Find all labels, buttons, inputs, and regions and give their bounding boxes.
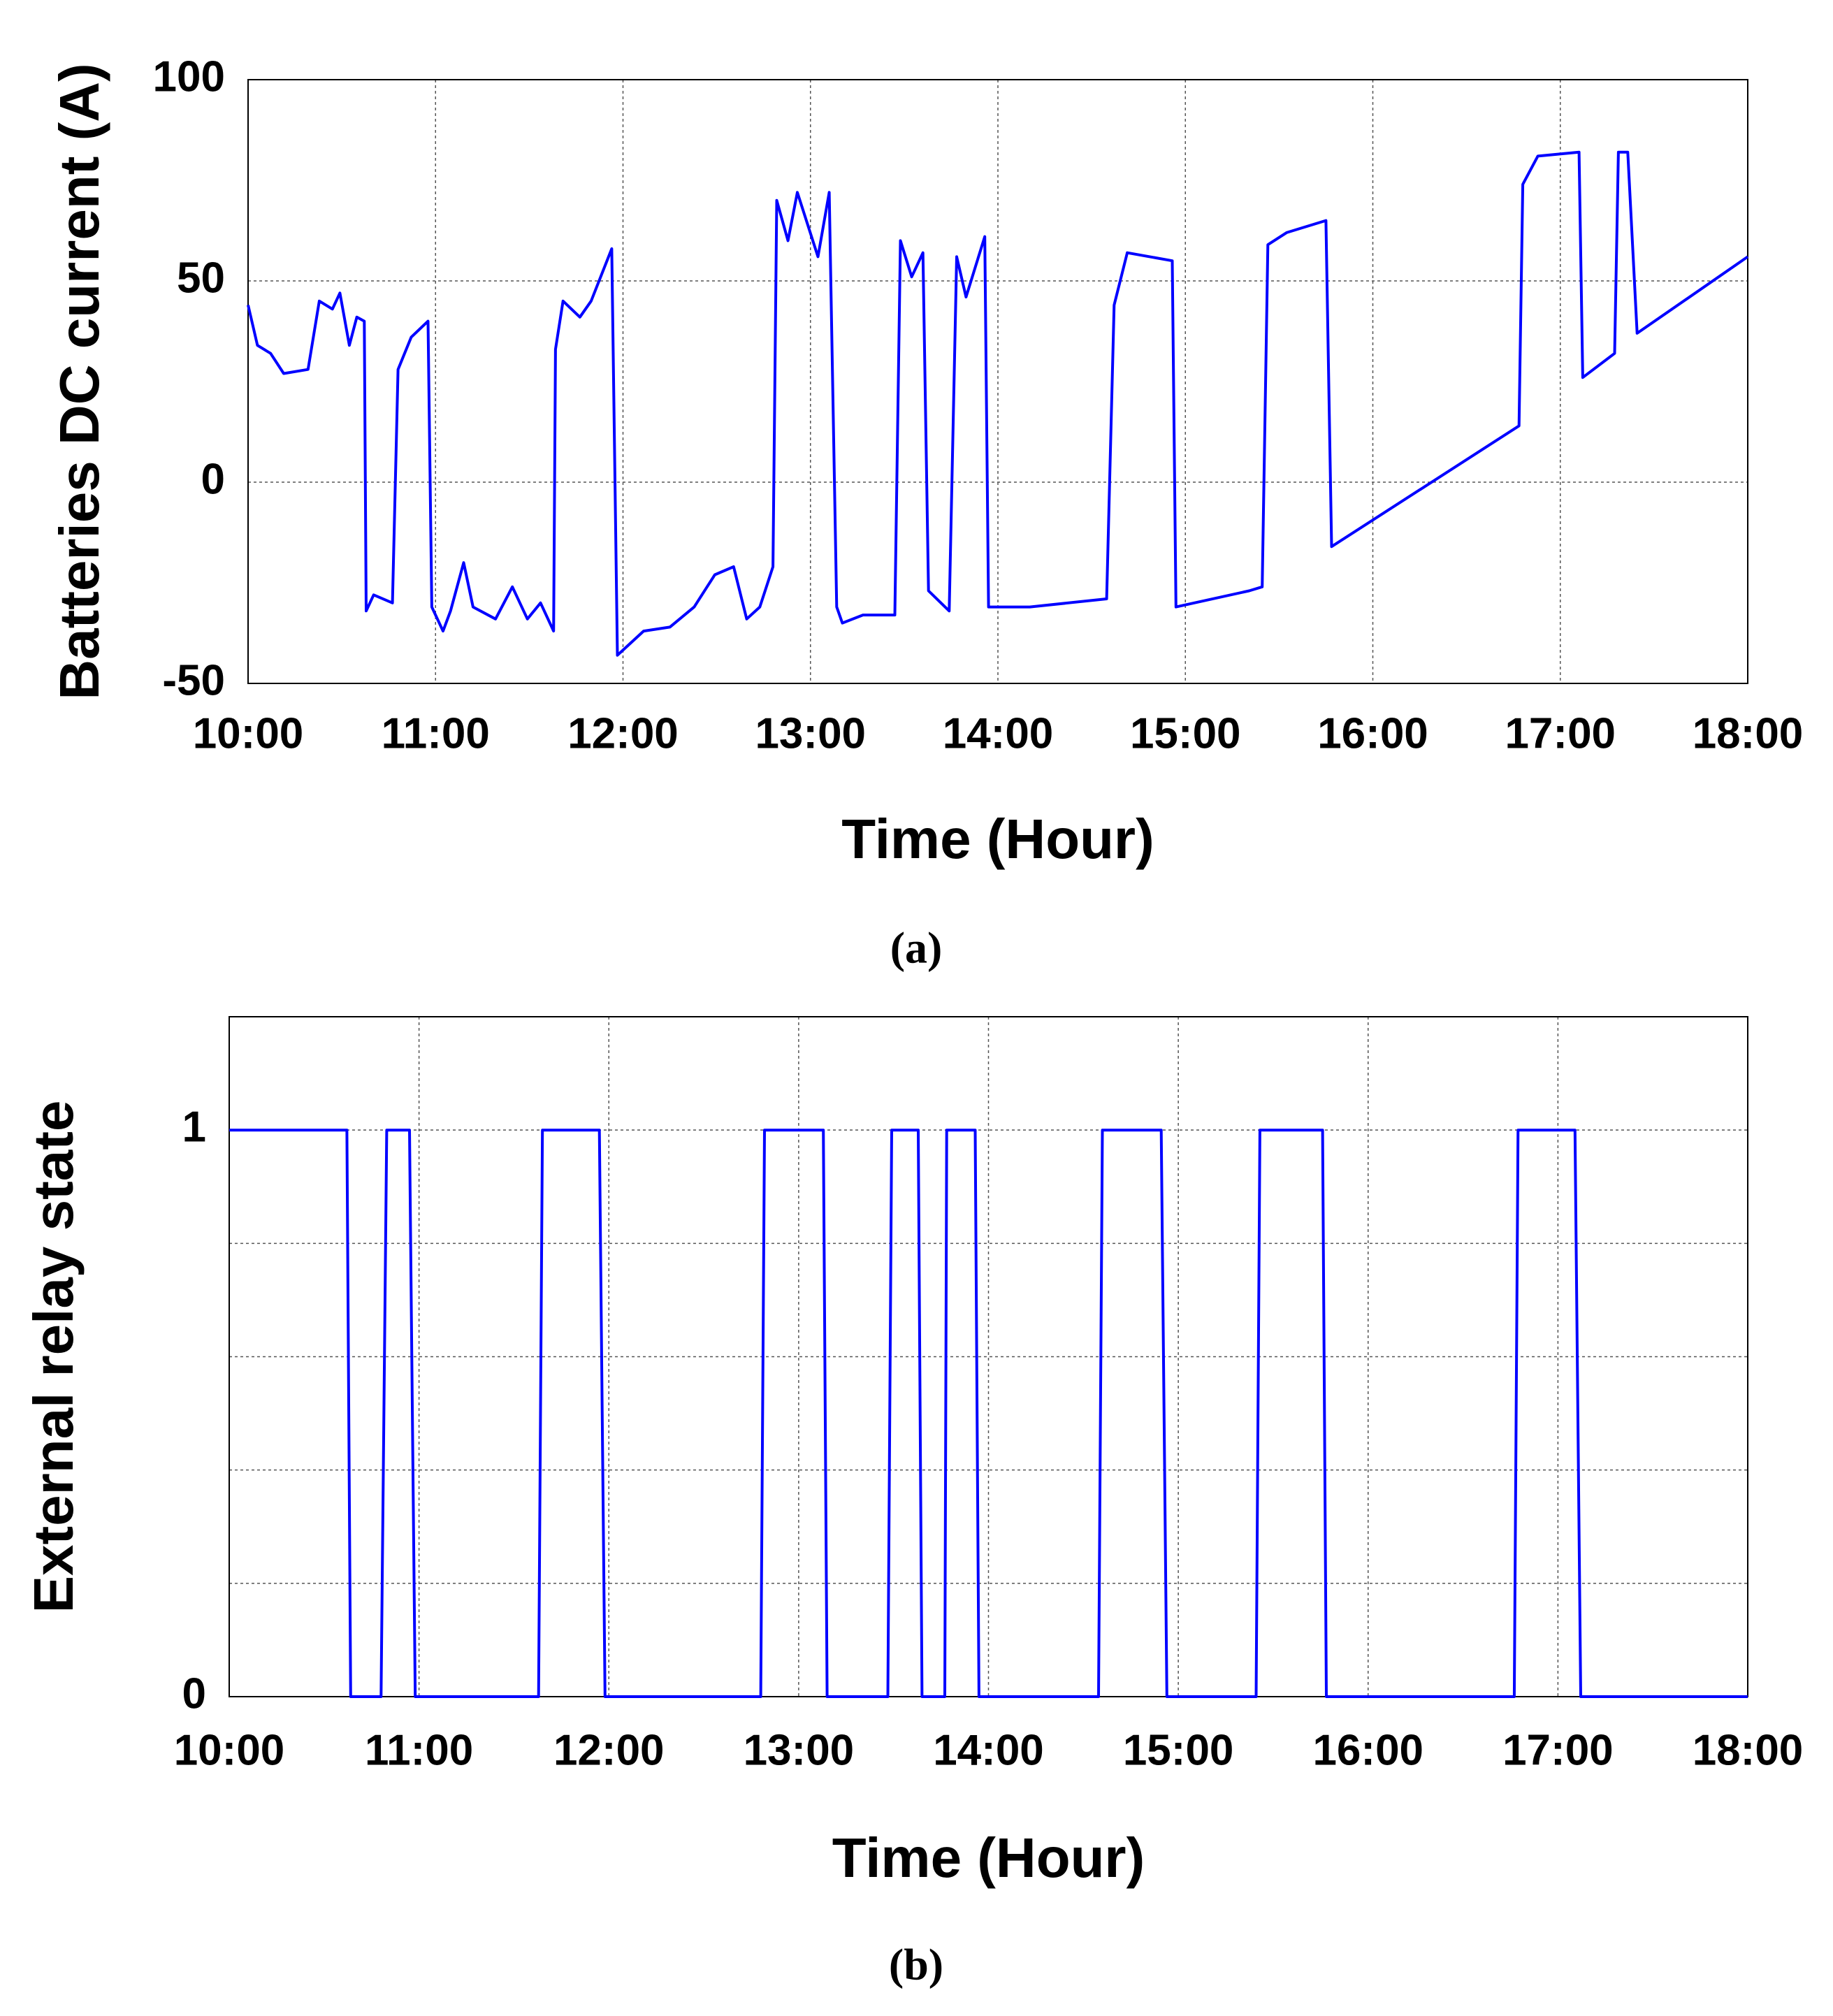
x-tick-label: 10:00 [193, 709, 304, 757]
y-tick-label: 1 [182, 1103, 206, 1152]
x-tick-label: 13:00 [744, 1726, 855, 1774]
y-tick-label: -50 [162, 656, 225, 704]
x-tick-label: 18:00 [1693, 709, 1804, 757]
x-tick-label: 12:00 [567, 709, 679, 757]
subplot-label: (b) [889, 1940, 943, 1989]
subplot-label: (a) [890, 923, 943, 973]
y-tick-label: 0 [182, 1669, 206, 1718]
x-tick-label: 10:00 [174, 1726, 285, 1774]
y-tick-label: 0 [201, 455, 225, 503]
y-axis-title: Batteries DC current (A) [48, 63, 110, 699]
x-tick-label: 17:00 [1505, 709, 1616, 757]
y-tick-label: 50 [177, 254, 225, 302]
x-tick-label: 14:00 [933, 1726, 1044, 1774]
x-tick-label: 17:00 [1502, 1726, 1614, 1774]
x-tick-label: 14:00 [943, 709, 1054, 757]
plot-frame [247, 79, 1748, 684]
x-tick-label: 18:00 [1693, 1726, 1804, 1774]
x-tick-label: 16:00 [1317, 709, 1428, 757]
data-line [247, 150, 1749, 657]
x-tick-label: 15:00 [1123, 1726, 1234, 1774]
x-tick-label: 13:00 [755, 709, 866, 757]
data-line [229, 1129, 1748, 1698]
x-axis-title: Time (Hour) [841, 808, 1154, 870]
y-tick-label: 100 [153, 52, 225, 101]
x-tick-label: 15:00 [1130, 709, 1241, 757]
x-axis-title: Time (Hour) [832, 1827, 1145, 1889]
x-tick-label: 11:00 [365, 1726, 473, 1774]
y-axis-title: External relay state [22, 1101, 85, 1613]
x-tick-label: 16:00 [1312, 1726, 1423, 1774]
x-tick-label: 12:00 [553, 1726, 665, 1774]
x-tick-label: 11:00 [382, 709, 490, 757]
